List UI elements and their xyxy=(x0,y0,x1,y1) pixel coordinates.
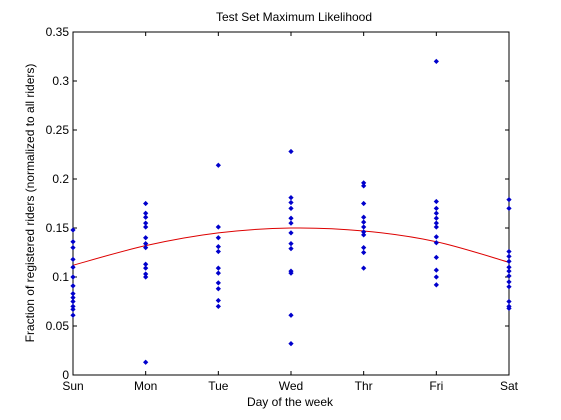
data-point xyxy=(433,254,439,261)
data-point xyxy=(506,205,512,212)
x-tick-label: Thr xyxy=(355,379,373,393)
y-tick-label: 0.15 xyxy=(46,221,70,235)
data-point xyxy=(215,243,221,250)
data-point xyxy=(361,232,367,238)
x-tick-label: Sun xyxy=(62,379,83,393)
data-point xyxy=(288,341,294,347)
data-point xyxy=(143,224,149,230)
x-tick-label: Fri xyxy=(429,379,443,393)
x-tick-label: Mon xyxy=(134,379,157,393)
x-axis: Sun Mon Tue Wed Thr Fri Sat xyxy=(62,32,519,393)
data-points xyxy=(70,58,512,365)
data-point xyxy=(288,312,294,318)
data-point xyxy=(361,224,367,230)
data-point xyxy=(288,194,294,201)
data-point xyxy=(143,274,149,280)
data-point xyxy=(288,199,294,206)
chart-title: Test Set Maximum Likelihood xyxy=(216,10,372,24)
data-point xyxy=(70,227,76,233)
data-point xyxy=(215,280,221,286)
data-point xyxy=(288,148,294,155)
data-point xyxy=(288,230,294,236)
data-point xyxy=(70,312,76,318)
data-point xyxy=(361,244,367,251)
data-point xyxy=(143,235,149,241)
y-tick-label: 0.25 xyxy=(46,123,70,137)
data-point xyxy=(215,303,221,310)
y-tick-label: 0.2 xyxy=(52,172,69,186)
data-point xyxy=(361,183,367,189)
data-point xyxy=(433,234,439,240)
data-point xyxy=(143,214,149,220)
data-point xyxy=(433,224,439,230)
data-point xyxy=(506,253,512,260)
data-point xyxy=(433,274,439,280)
data-point xyxy=(215,235,221,241)
data-point xyxy=(433,240,439,246)
data-point xyxy=(506,273,512,279)
data-point xyxy=(361,265,367,271)
data-point xyxy=(70,256,76,262)
data-point xyxy=(288,220,294,226)
x-tick-label: Wed xyxy=(279,379,303,393)
data-point xyxy=(433,210,439,216)
data-point xyxy=(288,205,294,212)
data-point xyxy=(215,286,221,292)
data-point xyxy=(215,224,221,230)
data-point xyxy=(215,265,221,271)
x-tick-label: Tue xyxy=(208,379,229,393)
data-point xyxy=(215,270,221,276)
y-tick-label: 0.35 xyxy=(46,25,70,39)
data-point xyxy=(433,205,439,212)
y-tick-label: 0.05 xyxy=(46,319,70,333)
data-point xyxy=(361,214,367,220)
data-point xyxy=(288,245,294,252)
data-point xyxy=(361,200,367,207)
data-point xyxy=(143,265,149,271)
data-point xyxy=(506,284,512,290)
data-point xyxy=(288,241,294,247)
y-tick-label: 0.3 xyxy=(52,74,69,88)
data-point xyxy=(143,359,149,365)
data-point xyxy=(361,249,367,256)
y-axis-label: Fraction of registered riders (normalize… xyxy=(23,64,37,343)
data-point xyxy=(143,200,149,207)
y-axis: 0 0.05 0.1 0.15 0.2 0.25 0.3 0.35 xyxy=(46,25,509,382)
data-point xyxy=(215,248,221,255)
data-point xyxy=(70,298,76,305)
data-point xyxy=(506,305,512,311)
data-point xyxy=(361,219,367,225)
data-point xyxy=(70,283,76,289)
data-point xyxy=(433,282,439,288)
data-point xyxy=(433,267,439,273)
data-point xyxy=(215,297,221,304)
data-point xyxy=(506,248,512,255)
data-point xyxy=(506,279,512,285)
data-point xyxy=(215,162,221,168)
data-point xyxy=(143,244,149,251)
y-tick-label: 0 xyxy=(62,368,69,382)
data-point xyxy=(70,244,76,251)
data-point xyxy=(288,270,294,276)
data-point xyxy=(506,258,512,264)
data-point xyxy=(433,215,439,221)
data-point xyxy=(70,274,76,280)
y-tick-label: 0.1 xyxy=(52,270,69,284)
data-point xyxy=(433,58,439,65)
data-point xyxy=(506,268,512,274)
x-tick-label: Sat xyxy=(500,379,519,393)
x-axis-label: Day of the week xyxy=(247,395,334,409)
data-point xyxy=(70,239,76,245)
data-point xyxy=(70,306,76,312)
data-point xyxy=(70,264,76,270)
data-point xyxy=(433,198,439,205)
data-point xyxy=(506,298,512,305)
data-point xyxy=(288,215,294,221)
data-point xyxy=(506,196,512,203)
